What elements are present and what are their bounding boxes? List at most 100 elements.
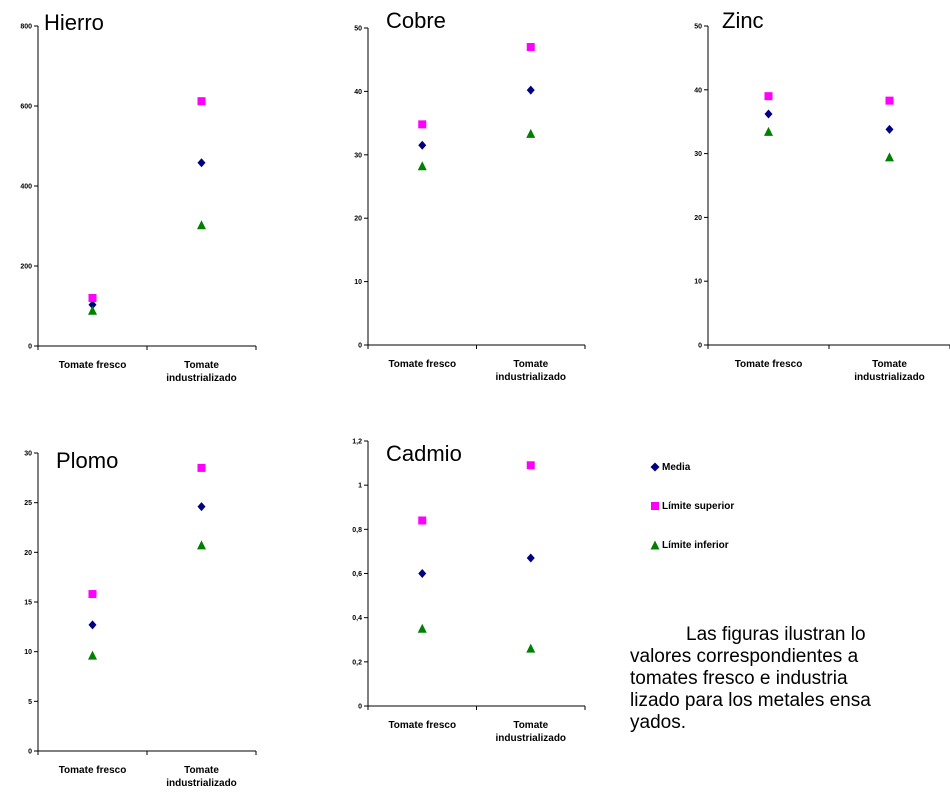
caption-line: yados.: [630, 712, 686, 733]
y-tick-label: 400: [20, 184, 32, 191]
point-limite-superior-fresco: [764, 92, 773, 101]
y-tick-label: 600: [20, 104, 32, 111]
point-media-fresco: [88, 300, 97, 310]
point-limite-superior-industrializado: [526, 43, 535, 52]
y-tick-label: 50: [694, 24, 702, 31]
x-category-label: Tomate industrializado: [495, 359, 566, 383]
y-tick-label: 30: [24, 451, 32, 458]
point-media-industrializado: [197, 502, 206, 512]
point-media-fresco: [88, 620, 97, 630]
chart-title: Zinc: [722, 8, 764, 33]
chart-title: Hierro: [44, 10, 104, 35]
chart-title: Plomo: [56, 448, 118, 473]
point-limite-inferior-industrializado: [526, 128, 536, 138]
y-tick-label: 30: [354, 152, 362, 159]
y-tick-label: 20: [24, 550, 32, 557]
chart-svg: 0 200 400 600 800 Tomate fresco Tomate industri…: [20, 10, 257, 384]
point-limite-inferior-industrializado: [197, 540, 206, 550]
x-category-label: Tomate fresco: [735, 359, 803, 370]
point-media-fresco: [764, 109, 773, 119]
y-tick-label: 20: [694, 215, 702, 222]
point-media-fresco: [418, 140, 427, 150]
legend-label-limite-superior: Límite superior: [662, 500, 735, 512]
point-limite-superior-industrializado: [885, 96, 894, 105]
chart-cobre: 0 10 20 30 40 50 Tomate fresco Tomate industrial…: [330, 0, 600, 400]
y-tick-label: 40: [694, 87, 702, 94]
y-tick-label: 1,2: [352, 439, 362, 446]
y-tick-label: 10: [694, 279, 702, 286]
point-limite-superior-fresco: [88, 294, 97, 302]
diamond-marker-icon: [650, 462, 660, 472]
point-limite-inferior-industrializado: [526, 643, 536, 653]
point-limite-inferior-fresco: [764, 126, 773, 136]
x-category-label: Tomate industrializado: [495, 720, 566, 744]
square-marker-icon: [651, 502, 659, 510]
point-limite-superior-industrializado: [197, 97, 206, 106]
triangle-marker-icon: [650, 540, 660, 550]
y-tick-label: 0,6: [352, 571, 362, 578]
y-tick-label: 0,4: [352, 615, 362, 622]
y-tick-label: 30: [694, 151, 702, 158]
x-category-label: Tomate fresco: [388, 720, 456, 731]
y-tick-label: 50: [354, 26, 362, 33]
point-limite-superior-fresco: [88, 590, 97, 599]
y-tick-label: 10: [354, 279, 362, 286]
point-media-industrializado: [885, 124, 894, 134]
y-tick-label: 0: [358, 704, 362, 711]
legend-label-limite-inferior: Límite inferior: [662, 539, 729, 551]
point-media-industrializado: [197, 158, 206, 168]
chart-zinc: 0 10 20 30 40 50 Tomate fresco Tomate industrial…: [670, 0, 950, 400]
point-media-industrializado: [526, 553, 535, 563]
y-tick-label: 15: [24, 600, 32, 607]
point-media-fresco: [418, 569, 427, 578]
point-media-industrializado: [526, 85, 535, 95]
x-category-label: Tomate industrializado: [854, 359, 925, 383]
chart-cadmio: 0 0,2 0,4 0,6 0,8 1 1,2 Tomate fresco Tomate indu…: [330, 425, 600, 804]
chart-hierro: 0 200 400 600 800 Tomate fresco Tomate industri…: [0, 0, 270, 400]
point-limite-inferior-fresco: [88, 650, 97, 660]
x-category-label: Tomate fresco: [388, 359, 456, 370]
caption-line: tomates fresco e industria: [630, 668, 848, 689]
point-limite-inferior-fresco: [417, 623, 427, 633]
caption-line: Las figuras ilustran lo: [686, 624, 866, 645]
x-category-label: Tomate industrializado: [166, 360, 237, 384]
point-limite-superior-fresco: [418, 120, 427, 129]
chart-svg: 0 0,2 0,4 0,6 0,8 1 1,2 Tomate fresco Tomate indu…: [352, 439, 586, 744]
x-category-label: Tomate industrializado: [166, 765, 237, 789]
y-tick-label: 0,2: [352, 659, 362, 666]
caption-line: lizado para los metales ensa: [630, 690, 871, 711]
chart-svg: 0 5 10 15 20 25 30 Tomate fresco Tomate industria…: [24, 448, 257, 789]
point-limite-superior-industrializado: [197, 463, 206, 472]
legend-item-limite-inferior: Límite inferior: [650, 538, 734, 552]
y-tick-label: 20: [354, 216, 362, 223]
point-limite-inferior-fresco: [417, 161, 427, 171]
chart-title: Cobre: [386, 8, 446, 33]
chart-svg: 0 10 20 30 40 50 Tomate fresco Tomate industrial…: [354, 8, 586, 383]
point-limite-superior-fresco: [418, 516, 427, 525]
y-tick-label: 5: [28, 699, 32, 706]
x-category-label: Tomate fresco: [59, 360, 127, 371]
y-tick-label: 0: [28, 344, 32, 351]
point-limite-inferior-industrializado: [885, 152, 894, 162]
caption: Las figuras ilustran lo valores correspo…: [630, 624, 950, 734]
point-limite-inferior-industrializado: [197, 220, 206, 230]
y-tick-label: 40: [354, 89, 362, 96]
y-tick-label: 1: [358, 483, 362, 490]
y-tick-label: 25: [24, 500, 32, 507]
caption-line: valores correspondientes a: [630, 646, 859, 667]
chart-plomo: 0 5 10 15 20 25 30 Tomate fresco Tomate industria…: [0, 425, 270, 804]
y-tick-label: 0,8: [352, 527, 362, 534]
point-limite-inferior-fresco: [88, 305, 97, 315]
legend: Media Límite superior Límite inferior: [650, 460, 734, 577]
y-tick-label: 200: [20, 264, 32, 271]
y-tick-label: 10: [24, 649, 32, 656]
y-tick-label: 0: [358, 343, 362, 350]
y-tick-label: 0: [698, 343, 702, 350]
chart-svg: 0 10 20 30 40 50 Tomate fresco Tomate industrial…: [694, 8, 950, 383]
chart-title: Cadmio: [386, 441, 462, 466]
point-limite-superior-industrializado: [526, 461, 535, 470]
y-tick-label: 0: [28, 749, 32, 756]
legend-item-limite-superior: Límite superior: [650, 499, 734, 513]
legend-item-media: Media: [650, 460, 734, 474]
x-category-label: Tomate fresco: [59, 765, 127, 776]
